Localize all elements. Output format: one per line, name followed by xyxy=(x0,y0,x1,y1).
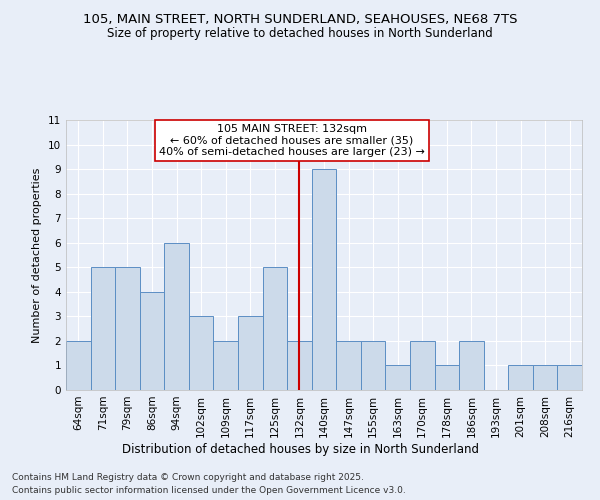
Bar xyxy=(557,366,582,390)
Bar xyxy=(115,268,140,390)
Bar xyxy=(533,366,557,390)
Bar xyxy=(189,316,214,390)
Bar xyxy=(312,169,336,390)
Bar xyxy=(66,341,91,390)
Text: Contains public sector information licensed under the Open Government Licence v3: Contains public sector information licen… xyxy=(12,486,406,495)
Text: Distribution of detached houses by size in North Sunderland: Distribution of detached houses by size … xyxy=(121,442,479,456)
Bar xyxy=(508,366,533,390)
Bar xyxy=(361,341,385,390)
Bar xyxy=(91,268,115,390)
Bar xyxy=(263,268,287,390)
Bar xyxy=(434,366,459,390)
Bar xyxy=(238,316,263,390)
Text: 105, MAIN STREET, NORTH SUNDERLAND, SEAHOUSES, NE68 7TS: 105, MAIN STREET, NORTH SUNDERLAND, SEAH… xyxy=(83,12,517,26)
Bar xyxy=(410,341,434,390)
Bar xyxy=(214,341,238,390)
Bar xyxy=(287,341,312,390)
Text: Contains HM Land Registry data © Crown copyright and database right 2025.: Contains HM Land Registry data © Crown c… xyxy=(12,472,364,482)
Y-axis label: Number of detached properties: Number of detached properties xyxy=(32,168,43,342)
Bar xyxy=(336,341,361,390)
Text: Size of property relative to detached houses in North Sunderland: Size of property relative to detached ho… xyxy=(107,28,493,40)
Bar xyxy=(459,341,484,390)
Bar xyxy=(164,242,189,390)
Bar xyxy=(385,366,410,390)
Bar xyxy=(140,292,164,390)
Text: 105 MAIN STREET: 132sqm
← 60% of detached houses are smaller (35)
40% of semi-de: 105 MAIN STREET: 132sqm ← 60% of detache… xyxy=(159,124,425,157)
